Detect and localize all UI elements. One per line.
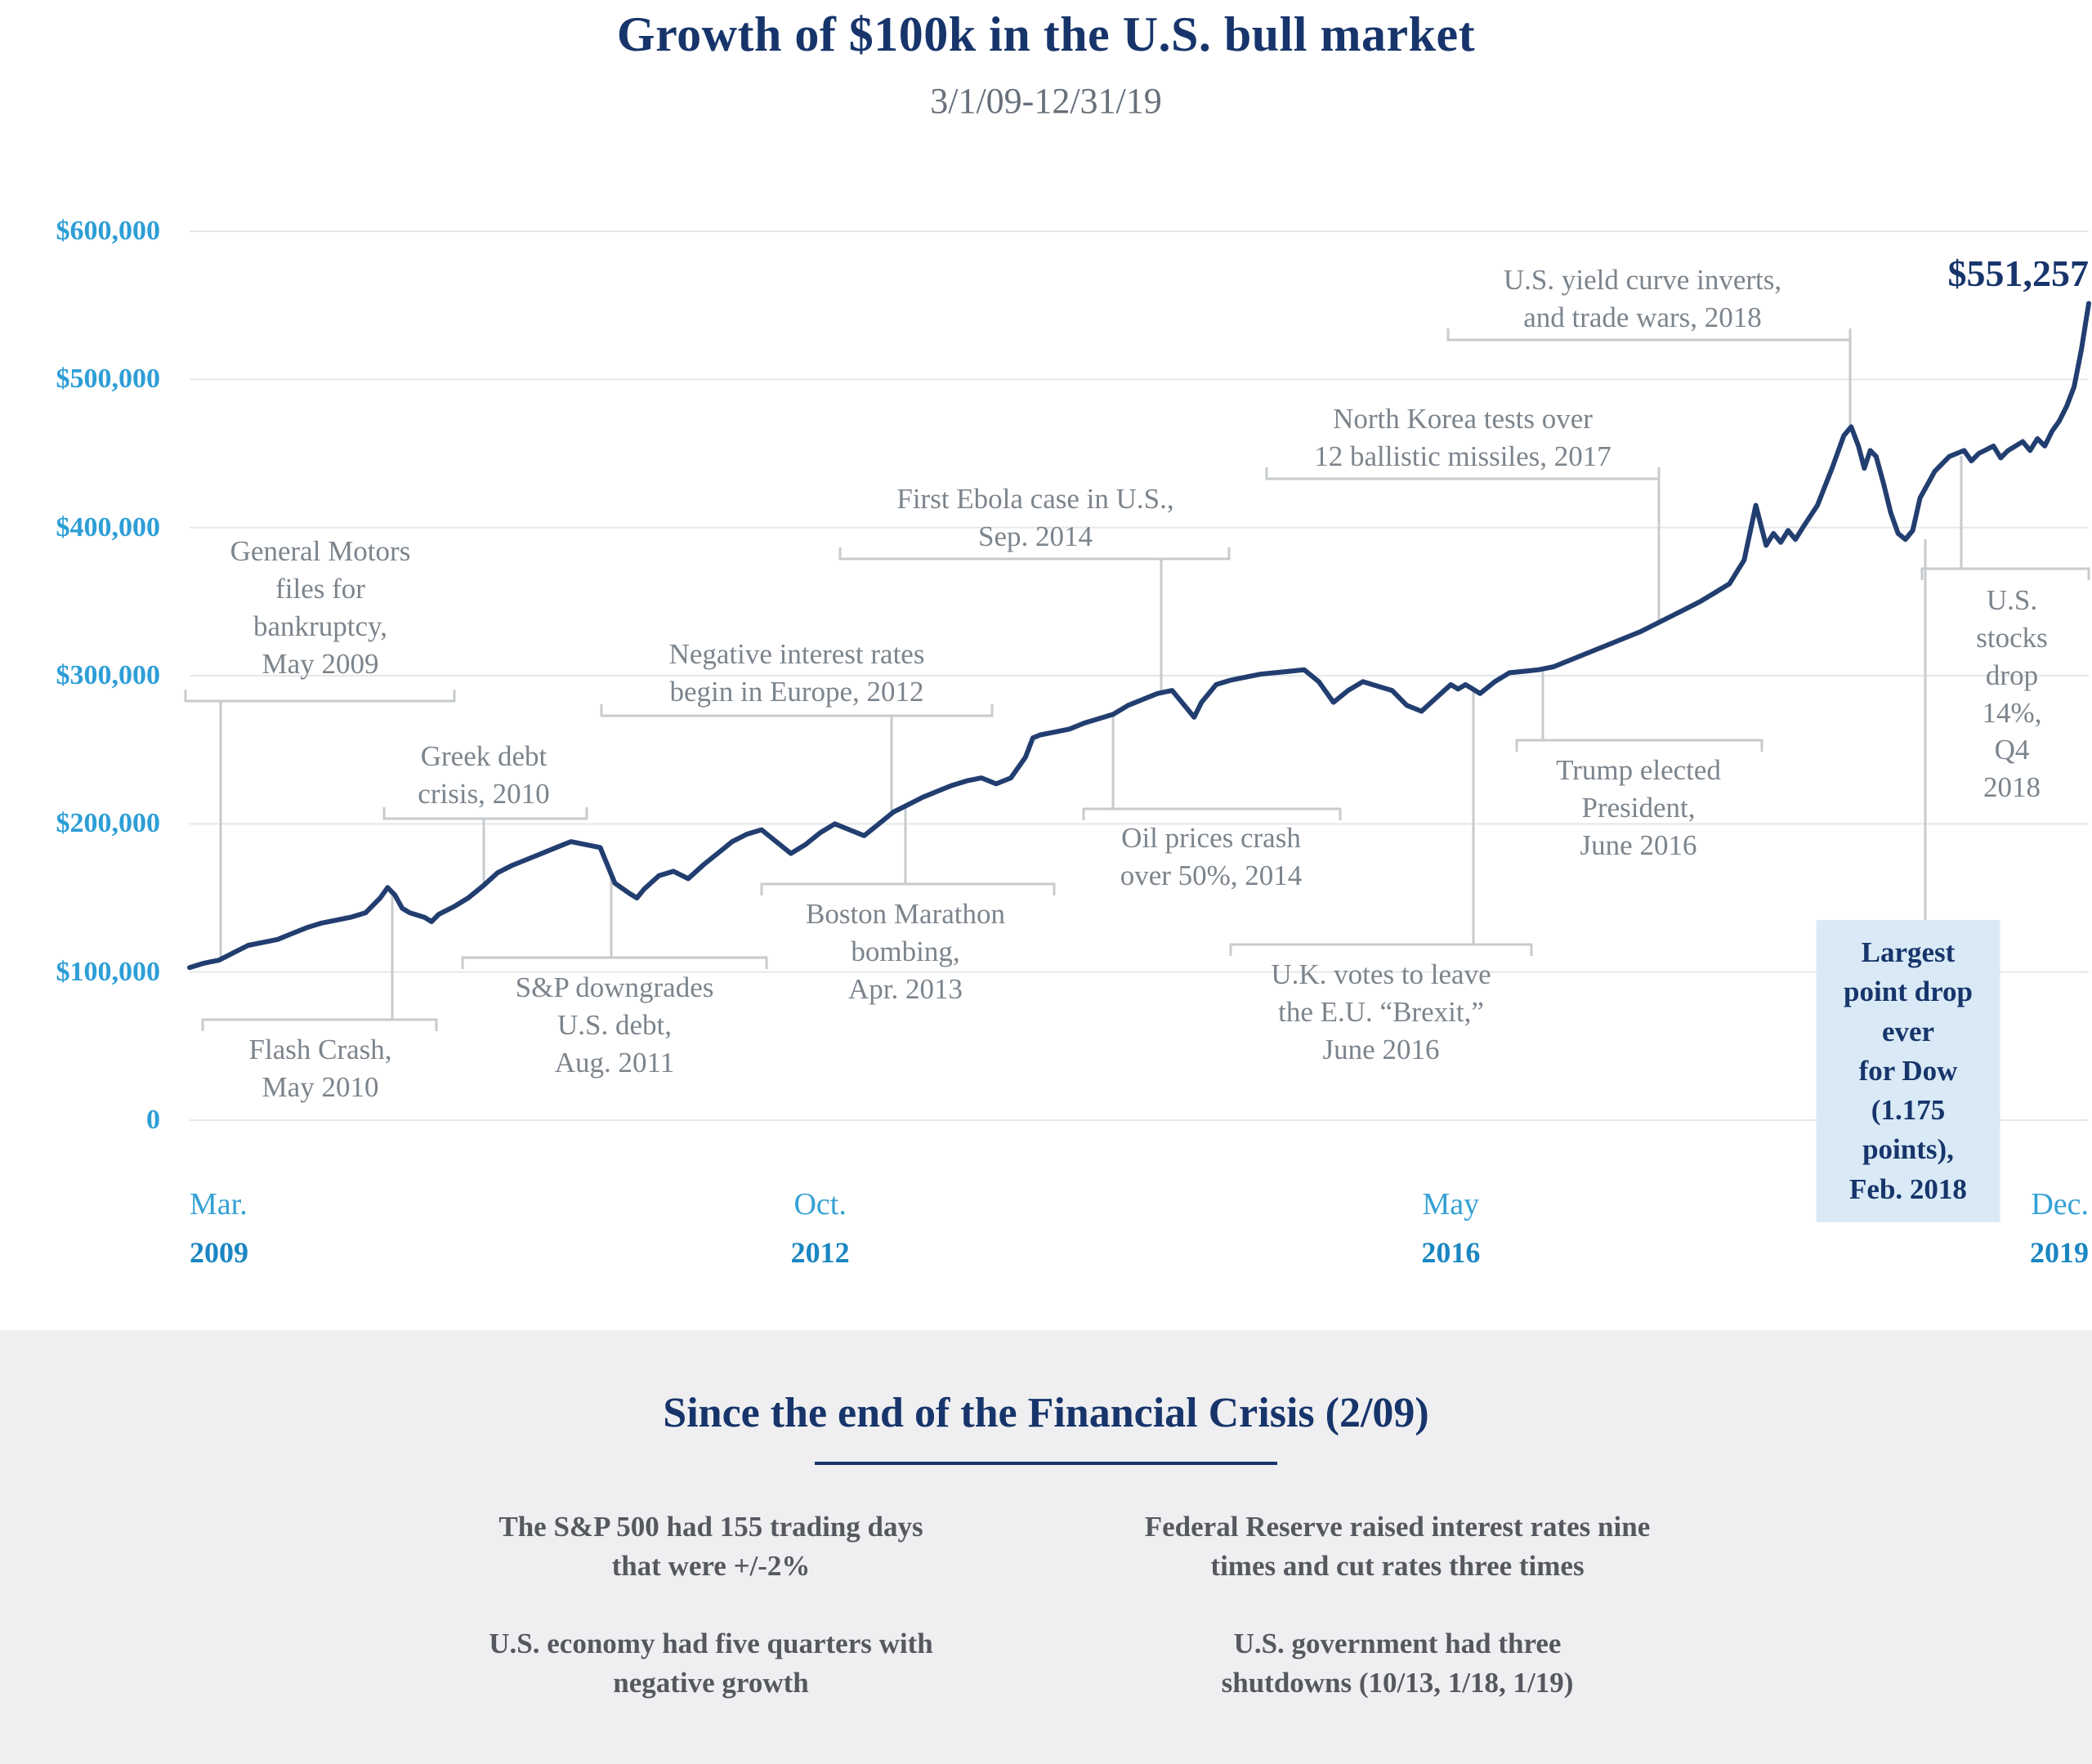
- annotation-bracket-negative-rates: [600, 704, 994, 717]
- x-axis-year-label: 2012: [790, 1236, 850, 1269]
- annotation-oil-crash: Oil prices crash over 50%, 2014: [1120, 822, 1303, 891]
- annotation-flash-crash: Flash Crash, May 2010: [248, 1034, 392, 1103]
- annotation-bracket-north-korea: [1265, 467, 1661, 480]
- annotation-bracket-ebola: [838, 547, 1231, 560]
- x-axis-year-label: 2016: [1421, 1236, 1481, 1269]
- growth-line: [187, 301, 2091, 971]
- y-axis-label: $300,000: [56, 660, 161, 690]
- annotation-bracket-gm-bankruptcy: [184, 690, 456, 703]
- page-subtitle: 3/1/09-12/31/19: [930, 81, 1162, 121]
- annotation-bracket-stocks-drop: [1920, 567, 2090, 580]
- y-axis-label: $100,000: [56, 956, 161, 987]
- annotation-trump-elected: Trump elected President, June 2016: [1556, 754, 1721, 861]
- facts-grid: The S&P 500 had 155 trading days that we…: [384, 1507, 2092, 1703]
- annotation-stocks-drop: U.S. stocks drop 14%, Q4 2018: [1976, 584, 2048, 804]
- x-axis-month-label: Mar.: [190, 1187, 248, 1221]
- ending-value-label: $551,257: [1947, 252, 2090, 294]
- annotation-brexit: U.K. votes to leave the E.U. “Brexit,” J…: [1271, 958, 1491, 1065]
- fact-fed-rates: Federal Reserve raised interest rates ni…: [1144, 1511, 1651, 1583]
- annotation-bracket-trump-elected: [1515, 739, 1763, 752]
- y-axis-label: $400,000: [56, 511, 161, 543]
- fact-negative-growth: U.S. economy had five quarters with nega…: [489, 1627, 933, 1699]
- page-title: Growth of $100k in the U.S. bull market: [616, 7, 1476, 61]
- y-axis-label: $600,000: [56, 216, 161, 246]
- annotation-gm-bankruptcy: General Motors files for bankruptcy, May…: [230, 535, 411, 680]
- annotation-boston-marathon: Boston Marathon bombing, Apr. 2013: [805, 898, 1006, 1005]
- y-axis-label: 0: [146, 1105, 160, 1135]
- x-axis-year-label: 2019: [2030, 1236, 2089, 1269]
- annotation-bracket-yield-curve: [1446, 328, 1852, 342]
- annotation-sp-downgrade: S&P downgrades U.S. debt, Aug. 2011: [515, 971, 714, 1078]
- footer-title-underline: [815, 1462, 1277, 1465]
- annotation-greek-debt: Greek debt crisis, 2010: [418, 740, 550, 810]
- annotation-ebola: First Ebola case in U.S., Sep. 2014: [896, 483, 1174, 552]
- x-axis-month-label: Dec.: [2031, 1187, 2089, 1221]
- footer-title: Since the end of the Financial Crisis (2…: [663, 1390, 1429, 1436]
- y-axis-label: $500,000: [56, 364, 161, 395]
- annotation-bracket-sp-downgrade: [461, 956, 768, 969]
- annotation-yield-curve: U.S. yield curve inverts, and trade wars…: [1503, 264, 1782, 333]
- annotation-bracket-oil-crash: [1082, 807, 1342, 820]
- x-axis-year-label: 2009: [190, 1236, 248, 1269]
- annotation-largest-drop: Largest point drop ever for Dow (1.175 p…: [1816, 920, 2000, 1223]
- annotation-bracket-greek-debt: [382, 807, 588, 820]
- fact-gov-shutdowns: U.S. government had three shutdowns (10/…: [1221, 1627, 1574, 1699]
- annotation-bracket-boston-marathon: [760, 882, 1056, 895]
- annotation-north-korea: North Korea tests over 12 ballistic miss…: [1314, 403, 1611, 472]
- annotation-bracket-flash-crash: [201, 1018, 438, 1031]
- annotation-bracket-brexit: [1229, 943, 1533, 956]
- annotation-negative-rates: Negative interest rates begin in Europe,…: [668, 638, 925, 708]
- x-axis-month-label: May: [1422, 1187, 1480, 1221]
- y-axis-label: $200,000: [56, 808, 161, 839]
- summary-footer: Since the end of the Financial Crisis (2…: [0, 1330, 2092, 1764]
- x-axis-month-label: Oct.: [793, 1187, 847, 1221]
- fact-sp500-trading-days: The S&P 500 had 155 trading days that we…: [498, 1511, 923, 1583]
